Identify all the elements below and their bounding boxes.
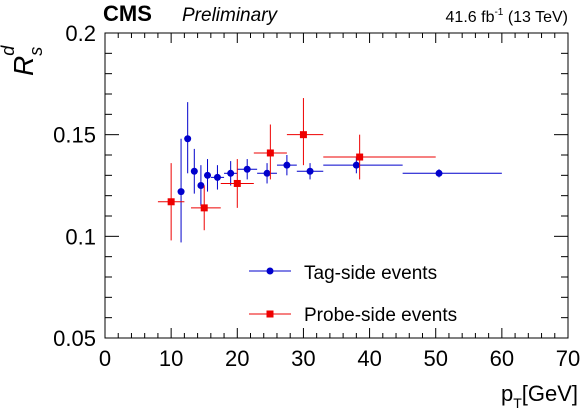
axis-ticks: 0 10 20 30 40 50 60 70 0.05 0.1 0.15 0.2 xyxy=(53,21,580,371)
data-marks xyxy=(157,98,502,243)
x-axis-label-unit: [GeV] xyxy=(522,381,578,406)
y-tick-label: 0.2 xyxy=(65,21,96,46)
legend-label-probe-side: Probe-side events xyxy=(304,305,457,326)
y-tick-label: 0.05 xyxy=(53,326,96,351)
lumi-label: 41.6 fb-1 (13 TeV) xyxy=(446,7,568,26)
data-point xyxy=(233,179,241,187)
plot-frame xyxy=(104,32,569,339)
legend-label-tag-side: Tag-side events xyxy=(304,263,437,284)
x-axis-label-main: p xyxy=(501,381,513,406)
data-point xyxy=(184,135,192,143)
legend: Tag-side events Probe-side events xyxy=(249,263,457,326)
legend-marker-probe-side xyxy=(266,310,274,318)
series-tag-side xyxy=(177,102,502,243)
data-point xyxy=(356,153,364,161)
series-probe-side xyxy=(157,98,436,241)
data-point xyxy=(200,204,208,212)
data-point xyxy=(283,161,291,169)
data-point xyxy=(299,131,307,139)
energy-label: (13 TeV) xyxy=(503,9,568,26)
legend-marker-tag-side xyxy=(266,267,274,275)
data-point xyxy=(213,173,221,181)
x-tick-label: 0 xyxy=(99,346,111,371)
data-point xyxy=(263,169,271,177)
y-tick-label: 0.1 xyxy=(65,224,96,249)
x-tick-label: 10 xyxy=(159,346,183,371)
cms-label: CMS xyxy=(103,1,152,26)
preliminary-label: Preliminary xyxy=(182,5,279,26)
x-axis-label-sub: T xyxy=(513,395,522,411)
x-tick-label: 60 xyxy=(490,346,514,371)
data-point xyxy=(266,149,274,157)
x-tick-label: 20 xyxy=(225,346,249,371)
data-point xyxy=(167,198,175,206)
data-point xyxy=(435,169,443,177)
y-axis-label-sub: s xyxy=(26,47,46,56)
x-tick-label: 50 xyxy=(423,346,447,371)
data-point xyxy=(243,165,251,173)
data-point xyxy=(227,169,235,177)
y-axis-label-main: R xyxy=(8,56,39,76)
lumi-value: 41.6 fb xyxy=(446,9,495,26)
data-point xyxy=(177,188,185,196)
x-axis-label: pT[GeV] xyxy=(501,381,578,411)
lumi-exponent: -1 xyxy=(494,7,503,18)
data-point xyxy=(306,167,314,175)
x-tick-label: 30 xyxy=(291,346,315,371)
y-axis-label: Rsd xyxy=(0,45,46,76)
legend-entry-tag-side: Tag-side events xyxy=(249,263,437,284)
data-point xyxy=(197,182,205,189)
data-point xyxy=(352,161,360,169)
y-axis-label-sup: d xyxy=(0,45,18,56)
x-tick-label: 70 xyxy=(556,346,580,371)
legend-entry-probe-side: Probe-side events xyxy=(249,305,457,326)
data-point xyxy=(190,167,198,175)
data-point xyxy=(204,171,212,179)
x-tick-label: 40 xyxy=(357,346,381,371)
y-tick-label: 0.15 xyxy=(53,123,96,148)
